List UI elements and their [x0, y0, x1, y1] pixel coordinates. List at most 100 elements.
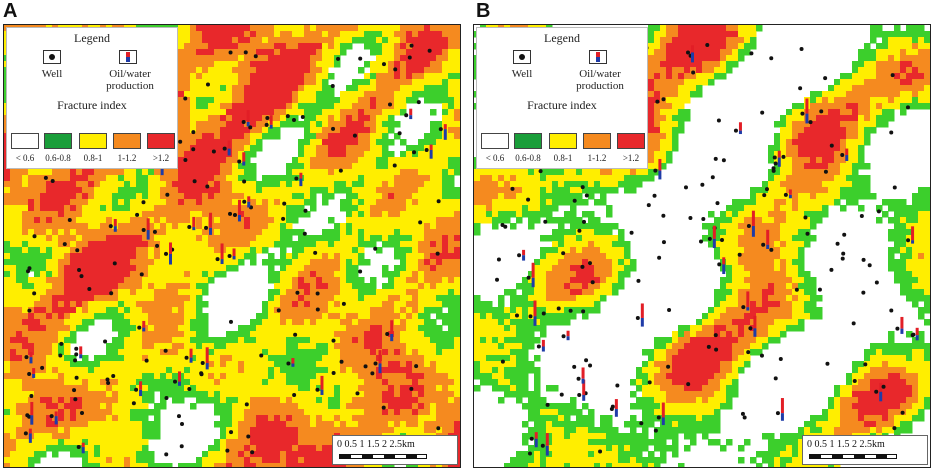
- water-production-bar: [581, 378, 585, 384]
- well-marker: [436, 426, 441, 431]
- well-marker: [265, 116, 270, 121]
- well-marker: [141, 200, 146, 205]
- well-marker: [228, 319, 233, 324]
- well-marker: [701, 216, 706, 221]
- well-marker: [412, 150, 417, 155]
- water-production-bar: [533, 316, 537, 326]
- well-marker: [25, 413, 30, 418]
- well-marker: [286, 361, 291, 366]
- well-marker: [192, 179, 197, 184]
- oil-production-bar: [291, 358, 295, 364]
- well-marker: [778, 357, 783, 362]
- well-marker: [900, 410, 905, 415]
- well-marker: [700, 182, 705, 187]
- well-marker: [427, 48, 432, 53]
- well-marker: [656, 415, 661, 420]
- water-production-bar: [429, 149, 433, 159]
- well-marker: [742, 415, 747, 420]
- well-marker: [581, 219, 586, 224]
- well-marker: [49, 414, 54, 419]
- well-marker: [538, 169, 543, 174]
- panel-a-label: A: [3, 0, 18, 22]
- well-marker: [155, 243, 160, 248]
- well-marker: [572, 364, 577, 369]
- well-marker: [253, 54, 258, 59]
- oil-production-bar: [911, 226, 915, 241]
- swatch-label: 1-1.2: [117, 153, 137, 163]
- well-marker: [74, 375, 79, 380]
- well-marker: [874, 280, 879, 285]
- well-marker: [225, 448, 230, 453]
- water-production-bar: [291, 363, 295, 367]
- well-marker: [409, 386, 414, 391]
- well-marker: [775, 411, 780, 416]
- well-marker: [315, 291, 320, 296]
- well-marker: [842, 232, 847, 237]
- well-marker: [87, 286, 92, 291]
- well-marker: [76, 445, 81, 450]
- well-marker: [228, 211, 233, 216]
- water-production-bar: [879, 391, 883, 402]
- well-marker: [823, 76, 828, 81]
- well-marker: [244, 402, 249, 407]
- well-marker: [808, 120, 813, 125]
- swatch-0-8-1: [549, 133, 577, 149]
- well-marker: [79, 411, 84, 416]
- well-marker: [339, 359, 344, 364]
- well-marker: [330, 84, 335, 89]
- well-marker: [905, 105, 910, 110]
- swatch-label: >1.2: [152, 153, 170, 163]
- oil-production-bar: [712, 225, 716, 239]
- well-marker: [686, 382, 691, 387]
- well-marker: [72, 388, 77, 393]
- well-marker: [890, 73, 895, 78]
- water-production-bar: [30, 415, 34, 425]
- well-marker: [772, 155, 777, 160]
- well-marker: [73, 358, 78, 363]
- oil-production-bar: [32, 368, 36, 374]
- well-marker: [892, 185, 897, 190]
- oil-production-bar: [79, 346, 83, 355]
- oil-production-bar: [566, 330, 570, 337]
- well-marker: [77, 268, 82, 273]
- oil-production-bar: [900, 316, 904, 329]
- well-marker: [577, 228, 582, 233]
- oil-production-bar: [113, 218, 117, 227]
- swatch-lt-0-6: [481, 133, 509, 149]
- well-marker: [805, 231, 810, 236]
- well-marker: [32, 234, 37, 239]
- well-marker: [705, 43, 710, 48]
- swatch-label: < 0.6: [15, 153, 35, 163]
- well-marker: [629, 230, 634, 235]
- well-marker: [137, 325, 142, 330]
- well-marker: [227, 254, 232, 259]
- water-production-bar: [690, 52, 694, 63]
- well-marker: [609, 407, 614, 412]
- water-production-bar: [242, 161, 246, 166]
- scale-ticks: 0 0.5 1 1.5 2 2.5km: [337, 439, 415, 450]
- well-marker: [749, 51, 754, 56]
- well-marker: [799, 46, 804, 51]
- well-marker: [568, 308, 573, 313]
- well-marker: [200, 361, 205, 366]
- oil-production-bar: [533, 300, 537, 317]
- scale-bar-b: 0 0.5 1 1.5 2 2.5km: [802, 435, 928, 465]
- well-marker: [688, 215, 693, 220]
- swatch-0-8-1: [79, 133, 107, 149]
- water-production-bar: [409, 115, 413, 120]
- water-production-bar: [746, 307, 750, 311]
- well-marker: [496, 257, 501, 262]
- water-production-bar: [160, 166, 164, 176]
- well-marker: [661, 213, 666, 218]
- well-marker: [576, 376, 581, 381]
- well-marker: [358, 56, 363, 61]
- swatch-lt-0-6: [11, 133, 39, 149]
- well-marker: [79, 274, 84, 279]
- legend-title: Legend: [544, 31, 580, 45]
- well-marker: [315, 307, 320, 312]
- water-production-bar: [911, 240, 915, 244]
- well-marker: [683, 185, 688, 190]
- water-production-bar: [189, 357, 193, 363]
- well-marker: [250, 450, 255, 455]
- well-marker: [228, 50, 233, 55]
